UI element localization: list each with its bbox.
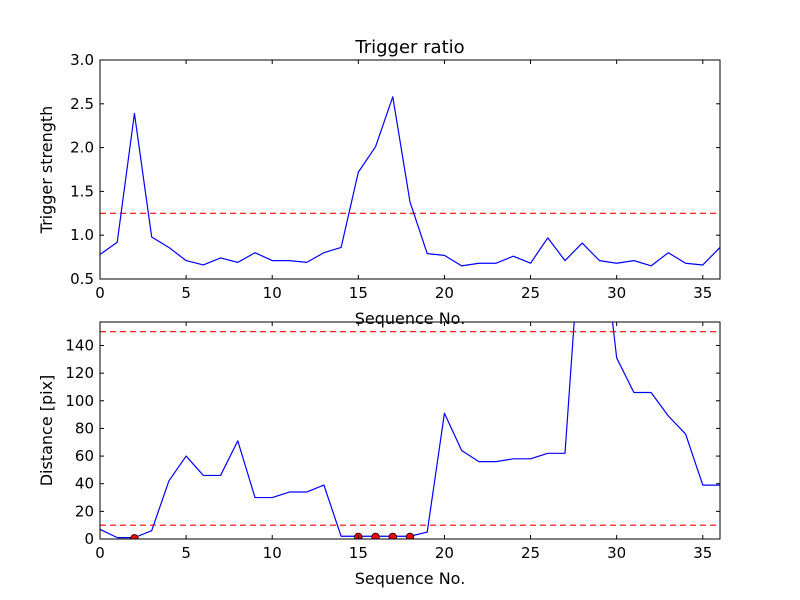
chart-2-y-tick-label-4: 60 <box>75 447 94 465</box>
chart-1-x-tick-label-8: 35 <box>693 284 712 302</box>
chart-2-distance: 0 5 10 15 20 25 30 35 0 20 40 60 80 100 120 140 Sequence… <box>37 321 721 588</box>
chart-2-y-tick-label-6: 100 <box>65 392 94 410</box>
chart-1-x-tick-label-1: 0 <box>95 284 105 302</box>
chart-2-x-tick-label-1: 0 <box>95 544 105 562</box>
chart-2-x-tick-label-2: 5 <box>181 544 191 562</box>
chart-2-marker-1 <box>130 534 139 539</box>
chart-1-x-tick-label-7: 30 <box>607 284 626 302</box>
chart-2-x-tick-label-3: 10 <box>263 544 282 562</box>
chart-2-y-tick-label-2: 20 <box>75 502 94 520</box>
chart-2-x-tick-label-4: 15 <box>349 544 368 562</box>
chart-1-x-tick-label-5: 20 <box>435 284 454 302</box>
chart-2-marker-3 <box>371 532 380 539</box>
chart-1-y-tick-label-2: 1.0 <box>70 226 94 244</box>
chart-2-x-axis-label: Sequence No. <box>355 569 466 588</box>
chart-2-x-tick-label-6: 25 <box>521 544 540 562</box>
chart-1-y-tick-label-1: 0.5 <box>70 270 94 288</box>
chart-2-x-tick-label-5: 20 <box>435 544 454 562</box>
chart-1-y-tick-label-5: 2.5 <box>70 95 94 113</box>
chart-1-y-axis-label: Trigger strength <box>37 106 56 235</box>
chart-1-series-line <box>100 96 720 267</box>
chart-1-trigger-strength: 0 5 10 15 20 25 30 35 0.5 1.0 1.5 2.0 2.5 3.0 Sequence… <box>37 51 721 328</box>
chart-2-axes-frame <box>99 321 721 540</box>
chart-2-y-tick-label-3: 40 <box>75 475 94 493</box>
chart-2-y-tick-label-7: 120 <box>65 364 94 382</box>
chart-1-y-tick-label-4: 2.0 <box>70 139 94 157</box>
chart-1-x-tick-label-2: 5 <box>181 284 191 302</box>
chart-2-y-tick-label-8: 140 <box>65 336 94 354</box>
chart-1-title: Trigger ratio <box>354 37 464 58</box>
chart-2-marker-5 <box>405 532 415 539</box>
chart-2-y-axis-label: Distance [pix] <box>37 375 56 487</box>
chart-2-y-tick-label-1: 0 <box>84 530 94 548</box>
chart-2-y-tick-label-5: 80 <box>75 419 94 437</box>
chart-1-y-tick-label-6: 3.0 <box>70 51 94 69</box>
chart-1-axes-frame <box>99 59 721 280</box>
chart-1-x-tick-label-3: 10 <box>263 284 282 302</box>
chart-1-x-axis-label: Sequence No. <box>355 309 466 328</box>
chart-1-y-tick-label-3: 1.5 <box>70 182 94 200</box>
chart-2-x-tick-label-7: 30 <box>607 544 626 562</box>
chart-2-marker-4 <box>388 532 397 539</box>
chart-1-x-tick-label-6: 25 <box>521 284 540 302</box>
chart-2-x-tick-label-8: 35 <box>693 544 712 562</box>
chart-1-x-tick-label-4: 15 <box>349 284 368 302</box>
